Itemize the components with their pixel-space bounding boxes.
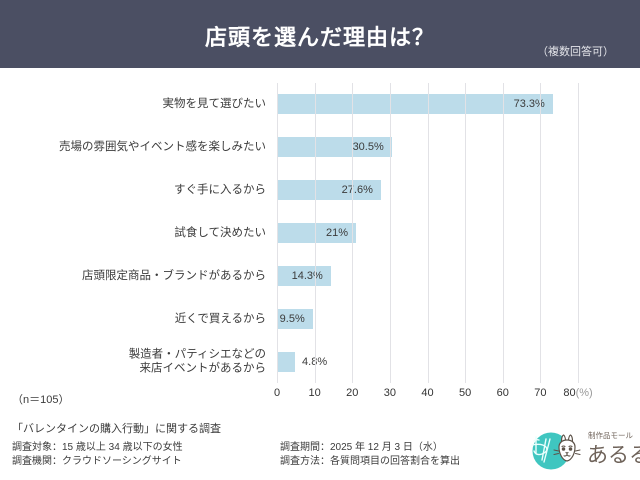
svg-text:制作品モール: 制作品モール (588, 430, 633, 440)
svg-text:あるる: あるる (587, 444, 640, 467)
